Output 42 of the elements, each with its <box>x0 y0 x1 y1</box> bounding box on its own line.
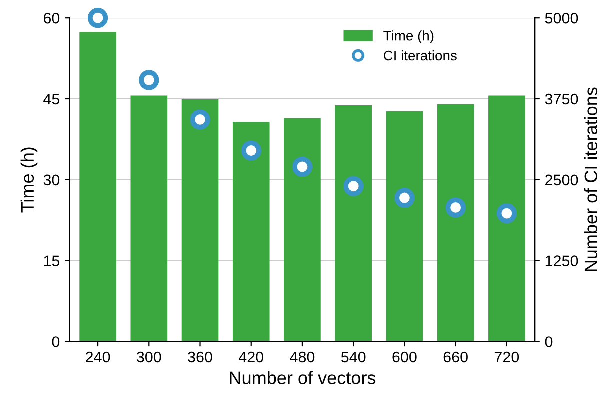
x-tick-label: 600 <box>392 352 417 363</box>
bar <box>232 122 270 342</box>
legend-label: Time (h) <box>384 30 434 44</box>
y-tick-label: 60 <box>44 12 60 24</box>
point <box>88 8 108 28</box>
point <box>446 198 466 218</box>
point <box>496 203 517 224</box>
bar <box>182 100 219 342</box>
point <box>344 176 364 196</box>
bar <box>437 104 474 342</box>
x-tick-label: 300 <box>136 352 162 363</box>
x-tick-label: 360 <box>188 352 212 363</box>
y-tick-label: 0 <box>52 336 60 348</box>
x-tick-label: 660 <box>444 352 468 363</box>
y-tick-label: 45 <box>44 94 60 105</box>
x-axis-title: Number of vectors <box>230 371 376 384</box>
point <box>190 110 210 130</box>
x-tick-label: 720 <box>494 352 520 363</box>
y-tick-label: 15 <box>44 256 60 266</box>
x-tick-label: 540 <box>341 352 366 363</box>
y2-axis-title: Number of CI iterations <box>584 88 598 272</box>
point <box>241 140 262 161</box>
bar <box>386 111 424 342</box>
y2-tick-label: 1250 <box>546 256 578 266</box>
bar <box>488 96 526 342</box>
y-tick-label: 30 <box>44 174 60 186</box>
point <box>292 156 313 178</box>
bar <box>335 105 372 342</box>
y2-tick-label: 0 <box>545 336 553 348</box>
x-tick-label: 240 <box>86 352 110 363</box>
legend-label: CI iterations <box>384 50 457 61</box>
bar <box>284 118 321 342</box>
point <box>394 188 415 208</box>
y2-tick-label: 5000 <box>545 12 578 24</box>
y2-tick-label: 2500 <box>546 174 578 186</box>
point <box>139 70 160 90</box>
y2-tick-label: 3750 <box>545 94 578 105</box>
x-tick-label: 420 <box>238 352 264 363</box>
bar <box>80 32 116 342</box>
y-axis-title: Time (h) <box>20 148 38 213</box>
bar <box>130 96 168 342</box>
x-tick-label: 480 <box>290 352 315 363</box>
